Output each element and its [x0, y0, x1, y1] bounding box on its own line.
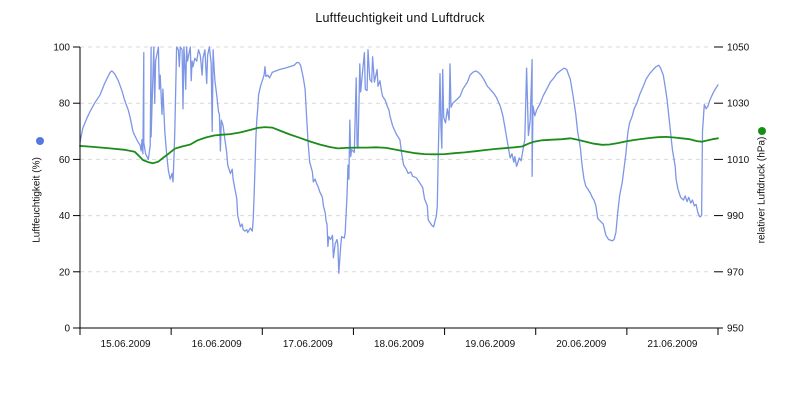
- humidity-legend-dot: [36, 137, 44, 145]
- left-tick-label: 0: [64, 324, 70, 335]
- x-tick-label: 20.06.2009: [556, 339, 606, 350]
- x-tick-label: 21.06.2009: [647, 339, 697, 350]
- x-tick-label: 19.06.2009: [465, 339, 515, 350]
- pressure-line: [79, 126, 719, 165]
- left-tick-label: 20: [59, 267, 71, 278]
- x-tick-label: 16.06.2009: [192, 339, 242, 350]
- right-tick-label: 970: [727, 267, 744, 278]
- left-tick-label: 100: [53, 43, 70, 54]
- chart-title: Luftfeuchtigkeit und Luftdruck: [315, 11, 485, 25]
- left-tick-label: 40: [59, 211, 71, 222]
- x-tick-label: 17.06.2009: [283, 339, 333, 350]
- right-tick-label: 950: [727, 324, 744, 335]
- right-axis-title: relativer Luftdruck (hPa): [756, 136, 768, 244]
- x-tick-label: 18.06.2009: [374, 339, 424, 350]
- left-tick-label: 60: [59, 155, 71, 166]
- left-axis-title: Luftfeuchtigkeit (%): [31, 157, 43, 243]
- right-tick-label: 1050: [727, 43, 750, 54]
- right-tick-label: 990: [727, 211, 744, 222]
- pressure-legend-dot: [758, 127, 766, 135]
- right-tick-label: 1010: [727, 155, 750, 166]
- left-tick-label: 80: [59, 99, 71, 110]
- humidity-line: [79, 46, 719, 274]
- right-tick-label: 1030: [727, 99, 750, 110]
- x-tick-label: 15.06.2009: [101, 339, 151, 350]
